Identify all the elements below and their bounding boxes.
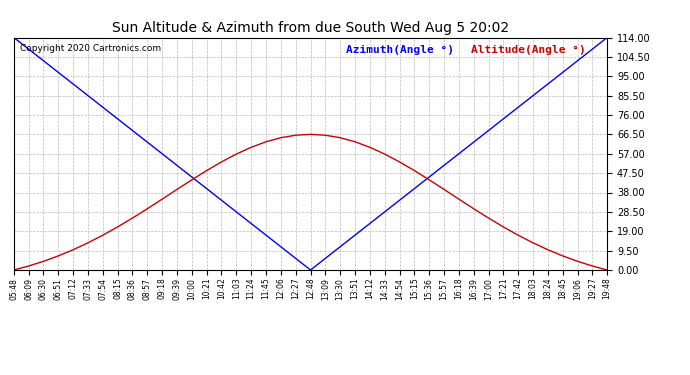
Text: Altitude(Angle °): Altitude(Angle °) [471,45,586,54]
Text: Azimuth(Angle °): Azimuth(Angle °) [346,45,454,54]
Text: Copyright 2020 Cartronics.com: Copyright 2020 Cartronics.com [20,45,161,54]
Title: Sun Altitude & Azimuth from due South Wed Aug 5 20:02: Sun Altitude & Azimuth from due South We… [112,21,509,35]
